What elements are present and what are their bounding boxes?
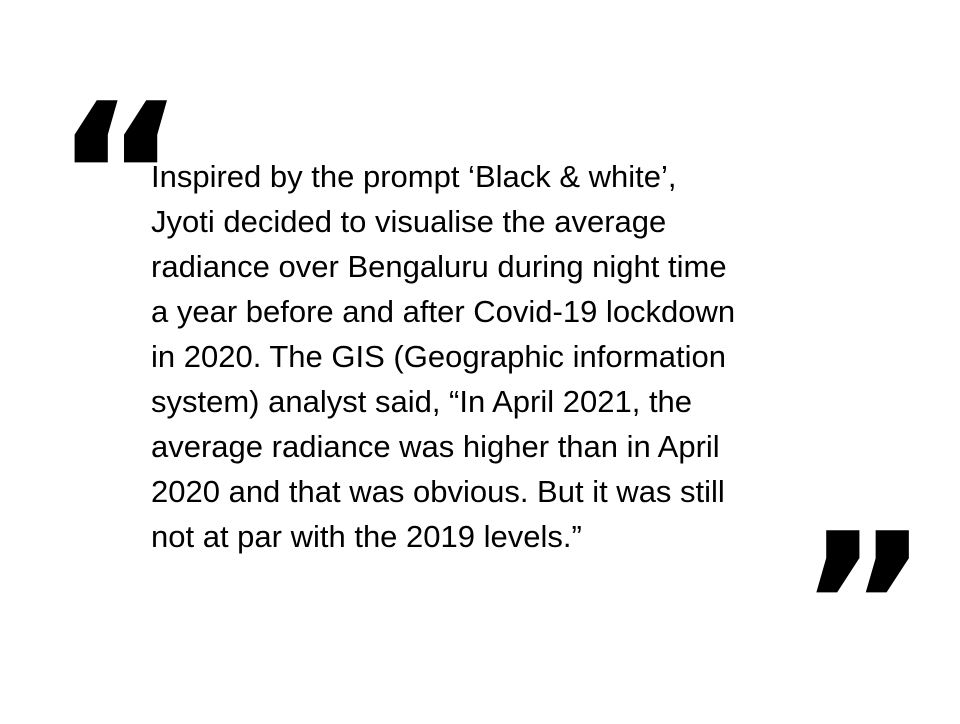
close-quote-icon: ” — [798, 491, 930, 724]
quote-line: a year before and after Covid-19 lockdow… — [151, 294, 736, 329]
quote-line: system) analyst said, “In April 2021, th… — [151, 384, 693, 419]
quote-line: Jyoti decided to visualise the average — [151, 204, 667, 239]
open-quote-icon: “ — [54, 61, 186, 294]
quote-line: in 2020. The GIS (Geographic information — [151, 339, 726, 374]
quote-line: average radiance was higher than in Apri… — [151, 429, 720, 464]
quote-line: 2020 and that was obvious. But it was st… — [151, 474, 725, 509]
quote-line: radiance over Bengaluru during night tim… — [151, 249, 727, 284]
quote-line: not at par with the 2019 levels.” — [151, 519, 582, 554]
quote-line: Inspired by the prompt ‘Black & white’, — [151, 159, 677, 194]
quote-text: Inspired by the prompt ‘Black & white’, … — [151, 154, 811, 559]
